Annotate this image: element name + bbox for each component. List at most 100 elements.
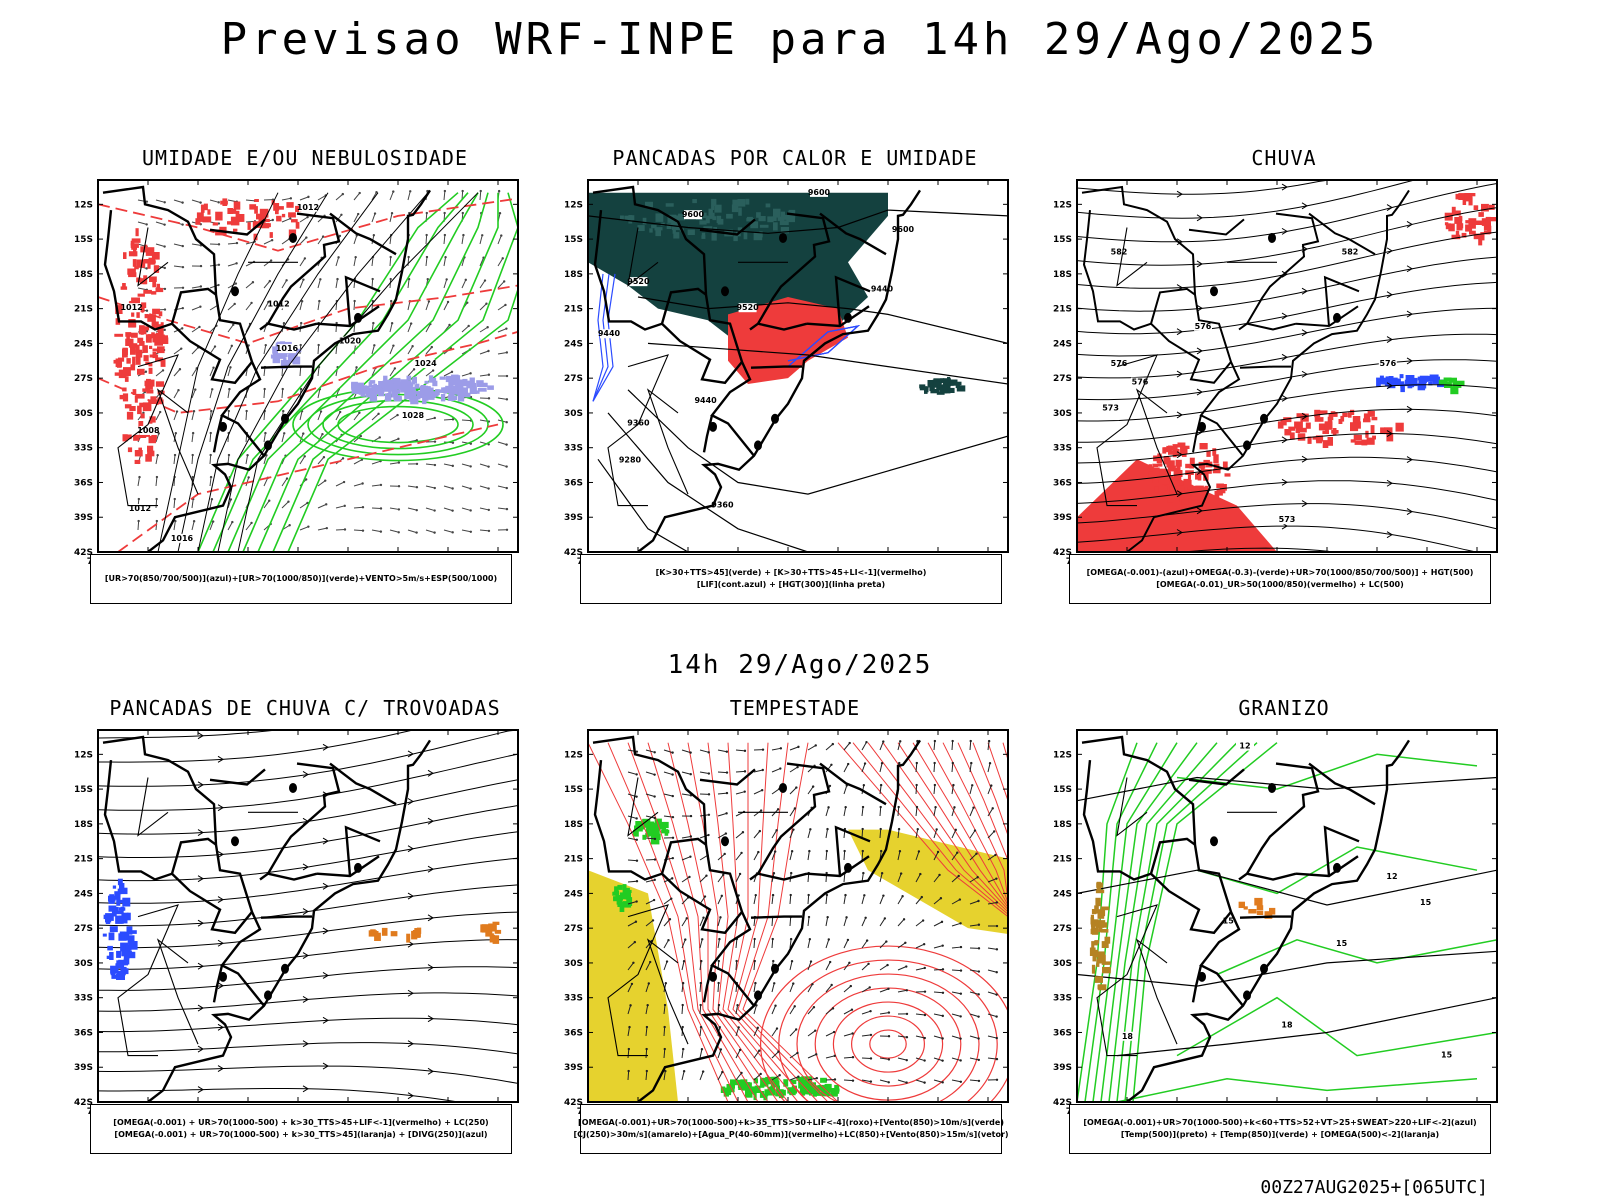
east-coastline xyxy=(1126,739,1411,1102)
country-border xyxy=(592,185,755,457)
legend-line: [OMEGA(-0.01)_UR>50(1000/850)(vermelho) … xyxy=(1156,580,1404,589)
lc850-streamline xyxy=(687,742,779,1102)
streamline-arrow xyxy=(197,1086,204,1094)
legend-line: [OMEGA(-0.001)+UR>70(1000-500)+k<60+TTS>… xyxy=(1083,1118,1477,1127)
lat-tick-label: 15S xyxy=(1053,235,1072,245)
main-title: Previsao WRF-INPE para 14h 29/Ago/2025 xyxy=(220,14,1380,65)
streamline-arrow xyxy=(322,1062,329,1070)
map-panel: TEMPESTADE 12S 15S 18S 21S 24S 27S 30S 33S 36S 39S… xyxy=(560,696,1030,1176)
streamline-arrow xyxy=(1386,430,1393,438)
streamline-arrow xyxy=(1176,529,1183,536)
lat-tick-label: 30S xyxy=(1053,409,1072,419)
streamline xyxy=(1077,456,1497,484)
lake-marker xyxy=(1198,421,1206,432)
state-border xyxy=(646,938,689,1045)
streamline xyxy=(1077,547,1497,552)
temp850-contour xyxy=(1077,742,1138,1102)
lat-tick-label: 36S xyxy=(1053,1028,1072,1038)
wind850-green-area xyxy=(720,1076,840,1101)
lat-tick-label: 18S xyxy=(1053,820,1072,830)
map-frame xyxy=(1076,729,1498,1103)
contour-label: 573 xyxy=(1102,404,1119,413)
streamline-arrow xyxy=(197,732,204,740)
streamline-arrow xyxy=(1386,531,1393,539)
temp850-contour xyxy=(1216,939,1497,976)
streamline-arrow xyxy=(197,1045,204,1053)
streamline-arrow xyxy=(1176,190,1183,198)
streamline-arrow xyxy=(1301,329,1308,337)
country-border xyxy=(259,762,341,881)
lc850-streamline xyxy=(647,742,759,1102)
lake-marker xyxy=(264,440,272,451)
streamline-arrow xyxy=(427,914,434,922)
streamline-arrow xyxy=(302,1040,309,1048)
lat-tick-label: 42S xyxy=(74,1098,93,1108)
streamline-arrow xyxy=(1386,479,1393,487)
streamline-arrow xyxy=(1386,382,1393,390)
panel-title: PANCADAS DE CHUVA C/ TROVOADAS xyxy=(109,696,501,720)
streamline-arrow xyxy=(407,1040,414,1048)
country-border xyxy=(1191,965,1203,1003)
hgt300-contour xyxy=(597,458,689,552)
lc850-streamline xyxy=(912,742,1008,906)
country-border xyxy=(103,759,217,881)
streamline xyxy=(98,966,518,991)
lat-tick-label: 33S xyxy=(1053,444,1072,454)
pressure-contour xyxy=(237,192,479,552)
map-canvas: 12S15S18S21S24S27S30S33S36S39S42S70W65W6… xyxy=(74,729,519,1117)
panel-title: TEMPESTADE xyxy=(729,696,861,720)
streamline-arrow xyxy=(1281,436,1288,444)
country-border xyxy=(212,965,224,1003)
streamline-arrow xyxy=(197,962,204,970)
lc850-streamline xyxy=(957,742,1008,898)
map-panel: PANCADAS DE CHUVA C/ TROVOADAS 12S 15S 18S 2… xyxy=(70,696,540,1176)
map-frame xyxy=(97,179,519,553)
streamline-arrow xyxy=(407,1092,414,1100)
contour-label: 15 xyxy=(1336,939,1348,948)
lat-tick-label: 12S xyxy=(74,750,93,760)
lc850-streamline xyxy=(588,742,729,1102)
streamline-arrow xyxy=(407,750,414,758)
streamline-arrow xyxy=(322,972,329,979)
streamline-arrow xyxy=(1301,202,1308,210)
map-canvas: 9600 9600 9600 9520 9520 9440 9440 9440 9360 9280… xyxy=(564,179,1009,567)
country-border xyxy=(757,322,808,331)
contour-label: 1024 xyxy=(414,359,437,368)
country-border xyxy=(593,759,707,881)
k-tts-li-red-area xyxy=(728,297,848,384)
lat-tick-label: 21S xyxy=(74,305,93,315)
lat-tick-label: 42S xyxy=(564,1098,583,1108)
streamline-arrow xyxy=(1386,291,1393,299)
lat-tick-label: 30S xyxy=(1053,959,1072,969)
streamline-arrow xyxy=(407,798,414,805)
country-border xyxy=(260,365,312,369)
streamline-arrow xyxy=(217,1023,224,1031)
legend-line: [LIF](cont.azul) + [HGT(300)](linha pret… xyxy=(696,580,886,589)
country-border xyxy=(344,275,381,327)
contour-label: 9440 xyxy=(598,329,621,338)
rh-low-contour xyxy=(287,192,518,552)
wind-vectors xyxy=(627,739,999,1084)
country-border xyxy=(260,915,312,919)
lat-tick-label: 15S xyxy=(564,235,583,245)
rh-mid-shading xyxy=(351,374,494,405)
country-border xyxy=(209,218,266,236)
streamline-arrow xyxy=(197,781,204,789)
streamline-arrow xyxy=(1176,451,1183,459)
lat-tick-label: 33S xyxy=(74,444,93,454)
lat-tick-label: 12S xyxy=(1053,750,1072,760)
east-coastline xyxy=(637,189,922,552)
hgt300-contour xyxy=(627,389,1008,495)
lake-marker xyxy=(844,312,852,323)
contour-label: 15 xyxy=(1420,898,1432,907)
lake-marker xyxy=(219,421,227,432)
temp500-contour xyxy=(1077,776,1497,802)
lat-tick-label: 39S xyxy=(1053,1063,1072,1073)
hgt300-contour xyxy=(637,296,1008,344)
state-border xyxy=(646,388,689,495)
lat-tick-label: 42S xyxy=(1053,548,1072,558)
contour-label: 18 xyxy=(1281,1021,1293,1030)
thickness-dashed-contour xyxy=(98,197,518,252)
lake-marker xyxy=(709,421,717,432)
contour-label: 576 xyxy=(1379,359,1396,368)
